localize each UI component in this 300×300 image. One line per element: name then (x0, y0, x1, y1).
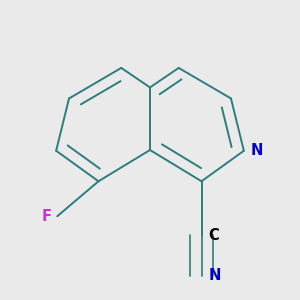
Text: N: N (208, 268, 220, 284)
Text: F: F (42, 209, 52, 224)
Text: N: N (250, 143, 263, 158)
Text: C: C (208, 228, 219, 243)
